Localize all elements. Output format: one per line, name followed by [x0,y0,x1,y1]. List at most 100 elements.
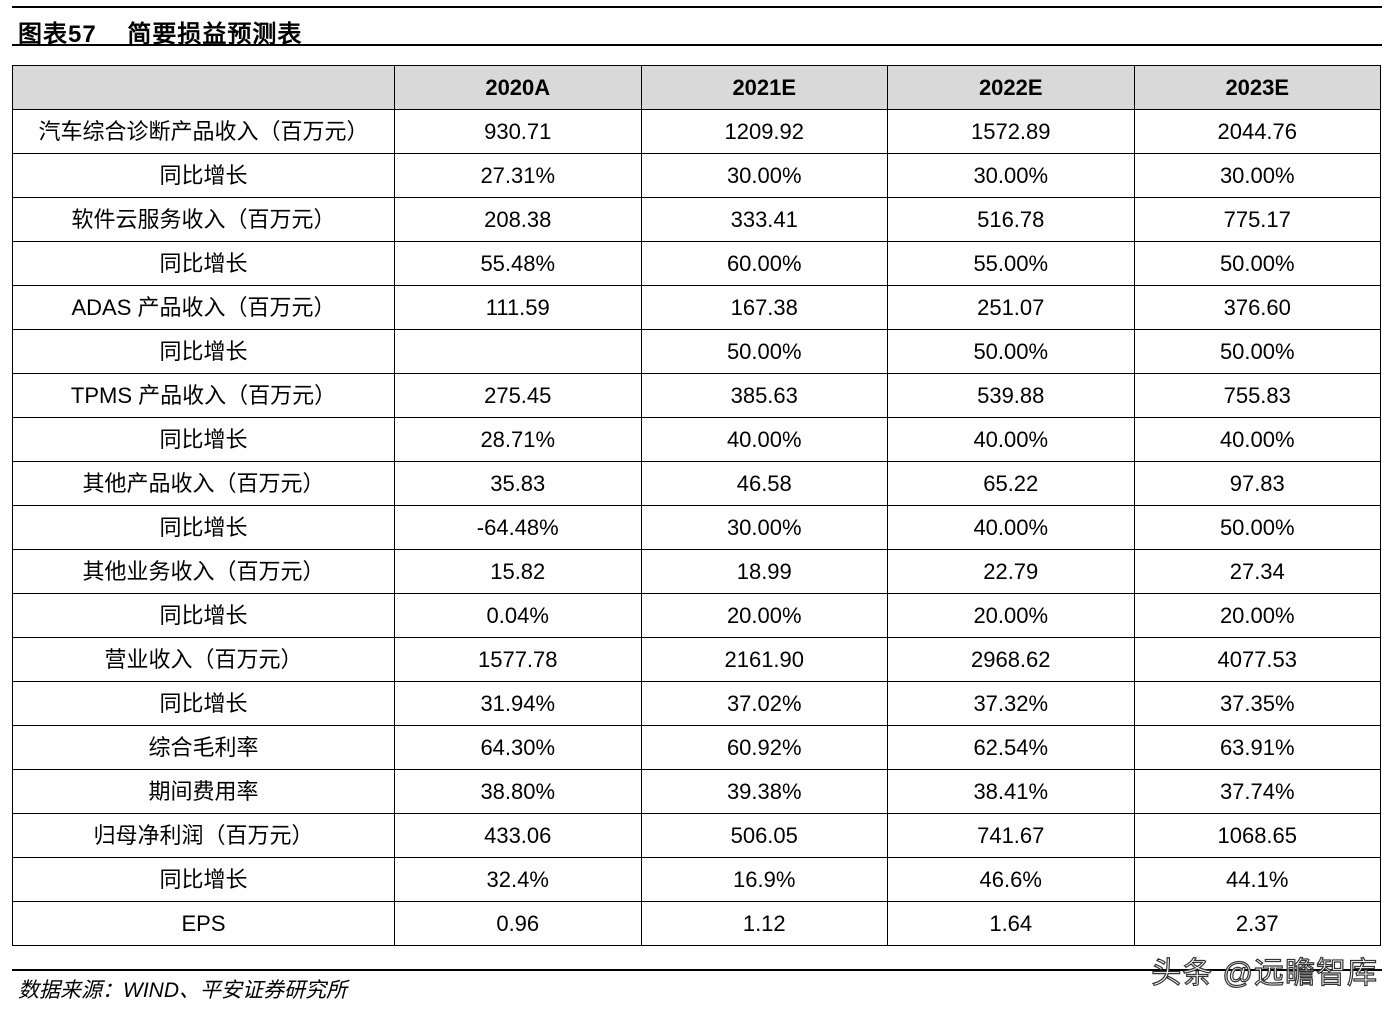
value-cell: 37.32% [887,681,1135,726]
value-cell: -64.48% [394,505,642,550]
table-row: 同比增长 50.00% 50.00% 50.00% [12,329,1381,374]
table-row: 其他业务收入（百万元） 15.82 18.99 22.79 27.34 [12,549,1381,594]
row-label: 同比增长 [12,241,395,286]
value-cell: 55.00% [887,241,1135,286]
value-cell: 38.41% [887,769,1135,814]
value-cell: 50.00% [640,329,888,374]
table-row: 汽车综合诊断产品收入（百万元） 930.71 1209.92 1572.89 2044.… [12,109,1381,154]
value-cell: 18.99 [640,549,888,594]
value-cell: 775.17 [1133,197,1381,242]
value-cell: 2161.90 [640,637,888,682]
row-label: 期间费用率 [12,769,395,814]
row-label: 归母净利润（百万元） [12,813,395,858]
row-label: 软件云服务收入（百万元） [12,197,395,242]
value-cell: 40.00% [640,417,888,462]
value-cell: 208.38 [394,197,642,242]
value-cell: 20.00% [640,593,888,638]
table-row: 同比增长 0.04% 20.00% 20.00% 20.00% [12,593,1381,638]
row-label: TPMS 产品收入（百万元） [12,373,395,418]
header-cell: 2020A [394,65,642,110]
value-cell: 31.94% [394,681,642,726]
value-cell: 60.92% [640,725,888,770]
value-cell: 50.00% [1133,329,1381,374]
row-label: 同比增长 [12,417,395,462]
value-cell: 0.04% [394,593,642,638]
value-cell: 0.96 [394,901,642,946]
row-label: EPS [12,901,395,946]
watermark: 头条 @远瞻智库 [1151,956,1378,990]
value-cell: 930.71 [394,109,642,154]
value-cell: 46.6% [887,857,1135,902]
value-cell: 50.00% [1133,241,1381,286]
table-row: 营业收入（百万元） 1577.78 2161.90 2968.62 4077.53 [12,637,1381,682]
value-cell: 741.67 [887,813,1135,858]
row-label: 同比增长 [12,153,395,198]
value-cell: 20.00% [1133,593,1381,638]
value-cell: 385.63 [640,373,888,418]
row-label: 同比增长 [12,681,395,726]
value-cell: 30.00% [1133,153,1381,198]
value-cell: 506.05 [640,813,888,858]
header-cell: 2021E [640,65,888,110]
table-row: 同比增长 31.94% 37.02% 37.32% 37.35% [12,681,1381,726]
table-row: 同比增长 -64.48% 30.00% 40.00% 50.00% [12,505,1381,550]
table-header-row: 2020A 2021E 2022E 2023E [12,65,1381,110]
value-cell: 2.37 [1133,901,1381,946]
value-cell: 63.91% [1133,725,1381,770]
value-cell: 15.82 [394,549,642,594]
value-cell: 40.00% [1133,417,1381,462]
row-label: 同比增长 [12,857,395,902]
value-cell: 539.88 [887,373,1135,418]
value-cell: 22.79 [887,549,1135,594]
table-row: 综合毛利率 64.30% 60.92% 62.54% 63.91% [12,725,1381,770]
source-note: 数据来源：WIND、平安证券研究所 [18,979,347,1002]
table-row: 同比增长 55.48% 60.00% 55.00% 50.00% [12,241,1381,286]
table-row: ADAS 产品收入（百万元） 111.59 167.38 251.07 376.60 [12,285,1381,330]
value-cell: 32.4% [394,857,642,902]
value-cell: 97.83 [1133,461,1381,506]
value-cell: 4077.53 [1133,637,1381,682]
value-cell: 37.35% [1133,681,1381,726]
value-cell: 30.00% [640,505,888,550]
value-cell: 30.00% [887,153,1135,198]
header-cell [12,65,395,110]
value-cell: 64.30% [394,725,642,770]
table-row: 同比增长 27.31% 30.00% 30.00% 30.00% [12,153,1381,198]
row-label: 同比增长 [12,593,395,638]
table-row: 其他产品收入（百万元） 35.83 46.58 65.22 97.83 [12,461,1381,506]
row-label: 其他业务收入（百万元） [12,549,395,594]
value-cell: 50.00% [1133,505,1381,550]
value-cell: 275.45 [394,373,642,418]
value-cell: 27.31% [394,153,642,198]
value-cell: 62.54% [887,725,1135,770]
forecast-table: 2020A 2021E 2022E 2023E 汽车综合诊断产品收入（百万元） 9… [12,65,1381,946]
table-row: 同比增长 28.71% 40.00% 40.00% 40.00% [12,417,1381,462]
row-label: 营业收入（百万元） [12,637,395,682]
value-cell: 37.02% [640,681,888,726]
value-cell: 376.60 [1133,285,1381,330]
table-row: 归母净利润（百万元） 433.06 506.05 741.67 1068.65 [12,813,1381,858]
value-cell: 44.1% [1133,857,1381,902]
value-cell: 111.59 [394,285,642,330]
value-cell: 1577.78 [394,637,642,682]
value-cell [394,329,642,374]
value-cell: 516.78 [887,197,1135,242]
row-label: ADAS 产品收入（百万元） [12,285,395,330]
value-cell: 1068.65 [1133,813,1381,858]
value-cell: 251.07 [887,285,1135,330]
table-body: 汽车综合诊断产品收入（百万元） 930.71 1209.92 1572.89 2044.… [12,109,1381,946]
value-cell: 755.83 [1133,373,1381,418]
value-cell: 46.58 [640,461,888,506]
value-cell: 2044.76 [1133,109,1381,154]
table-row: 同比增长 32.4% 16.9% 46.6% 44.1% [12,857,1381,902]
row-label: 同比增长 [12,329,395,374]
value-cell: 167.38 [640,285,888,330]
value-cell: 65.22 [887,461,1135,506]
value-cell: 1209.92 [640,109,888,154]
value-cell: 40.00% [887,505,1135,550]
value-cell: 27.34 [1133,549,1381,594]
value-cell: 30.00% [640,153,888,198]
footer-divider [12,969,1382,971]
value-cell: 433.06 [394,813,642,858]
value-cell: 2968.62 [887,637,1135,682]
